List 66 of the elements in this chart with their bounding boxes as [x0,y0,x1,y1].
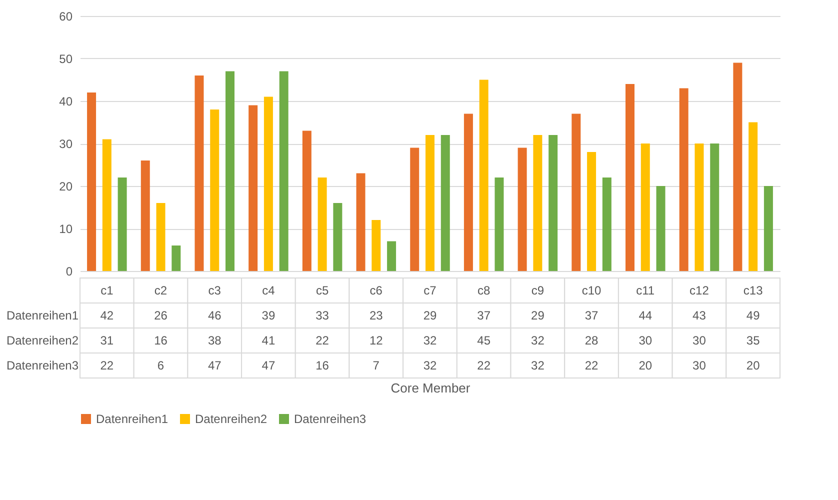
y-tick-label: 40 [59,94,73,108]
data-label: 32 [531,358,545,372]
legend-label: Datenreihen2 [195,412,268,426]
data-label: 46 [208,308,222,322]
data-label: 44 [638,308,652,322]
data-label: 26 [154,308,168,322]
data-label: 42 [100,308,114,322]
data-label: 47 [208,358,222,372]
data-label: 16 [316,358,330,372]
data-label: 37 [477,308,491,322]
data-label: 16 [154,334,168,348]
data-label: 47 [262,358,276,372]
data-label: 20 [638,358,652,372]
data-label: 30 [692,358,706,372]
y-tick-label: 0 [66,264,73,278]
text: Core Member [390,380,471,396]
data-label: 30 [692,334,706,348]
x-tick-label: c6 [370,284,383,298]
data-label: 32 [423,358,437,372]
x-tick-label: c7 [424,284,437,298]
data-label: 41 [262,334,276,348]
y-tick-label: 10 [59,222,73,236]
data-label: 32 [531,334,545,348]
data-label: 37 [584,308,599,322]
x-tick-label: c8 [478,284,490,298]
text: Datenreihen3 [6,358,78,372]
x-tick-label: c11 [636,284,655,298]
data-label: 28 [584,334,599,348]
data-label: 6 [157,358,164,372]
x-tick-label: c10 [582,284,602,298]
x-tick-label: c12 [690,284,710,298]
x-tick-label: c3 [208,284,222,298]
data-label: 29 [423,308,437,322]
x-tick-label: c4 [262,284,276,298]
data-label: 22 [584,358,599,372]
data-label: 20 [746,358,760,372]
data-label: 39 [262,308,276,322]
text: Datenreihen1 [6,308,78,322]
data-label: 30 [638,334,652,348]
text: Datenreihen2 [6,334,78,348]
x-tick-label: c5 [316,284,329,298]
x-tick-label: c13 [743,284,764,298]
data-label: 7 [372,358,380,372]
data-label: 45 [477,334,491,348]
data-label: 38 [208,334,222,348]
data-label: 23 [369,308,384,322]
x-tick-label: c2 [154,284,168,298]
y-tick-label: 20 [59,180,73,194]
y-tick-label: 60 [59,10,73,24]
legend-label: Datenreihen1 [96,412,168,426]
data-label: 12 [369,334,384,348]
data-label: 49 [746,308,760,322]
data-label: 22 [477,358,491,372]
x-tick-label: c9 [531,284,544,298]
data-label: 43 [692,308,706,322]
data-label: 33 [316,308,330,322]
data-label: 31 [100,334,114,348]
x-tick-label: c1 [100,284,114,298]
data-label: 29 [531,308,545,322]
data-label: 32 [423,334,437,348]
legend-label: Datenreihen3 [294,412,366,426]
y-tick-label: 30 [59,137,73,151]
data-label: 22 [316,334,330,348]
data-label: 22 [100,358,114,372]
y-tick-label: 50 [59,52,73,66]
data-label: 35 [746,334,760,348]
